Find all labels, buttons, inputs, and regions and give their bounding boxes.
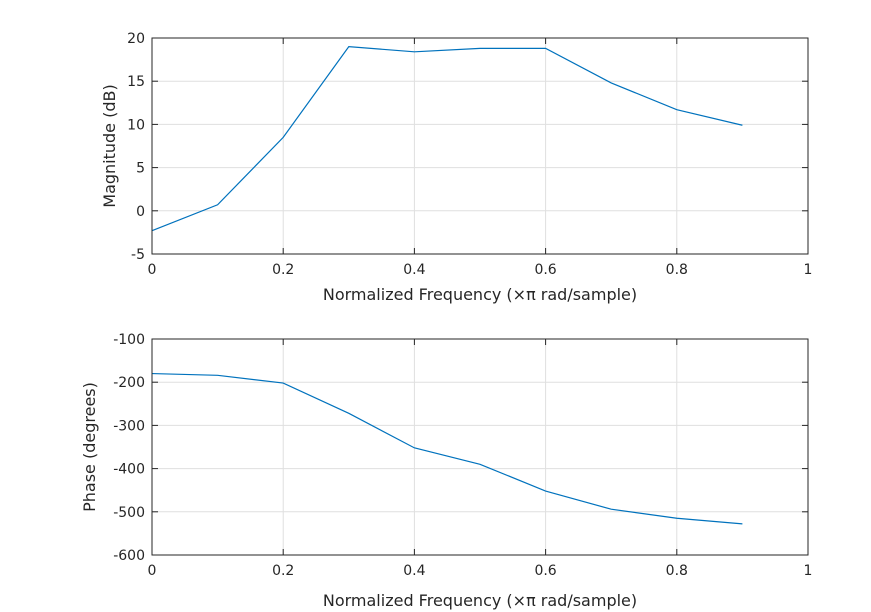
phase-x-tick-label: 0.8 bbox=[666, 563, 688, 579]
magnitude-x-tick-label: 0.8 bbox=[666, 262, 688, 278]
phase-x-tick-label: 1 bbox=[804, 563, 813, 579]
phase-y-tick-label: -500 bbox=[113, 505, 145, 521]
magnitude-x-tick-label: 0.6 bbox=[534, 262, 556, 278]
magnitude-y-tick-label: 20 bbox=[127, 31, 145, 47]
phase-x-tick-label: 0 bbox=[148, 563, 157, 579]
phase-y-tick-label: -400 bbox=[113, 462, 145, 478]
magnitude-axes-box bbox=[151, 37, 809, 255]
phase-plot-area bbox=[152, 339, 808, 555]
phase-y-tick-label: -100 bbox=[113, 332, 145, 348]
magnitude-y-tick-label: 5 bbox=[136, 161, 145, 177]
phase-series-line bbox=[151, 372, 743, 525]
magnitude-series-line bbox=[151, 46, 743, 232]
magnitude-y-tick-label: 0 bbox=[136, 204, 145, 220]
magnitude-y-tick-label: -5 bbox=[131, 247, 145, 263]
magnitude-y-axis-label: Magnitude (dB) bbox=[100, 84, 119, 207]
magnitude-x-tick-label: 0.4 bbox=[403, 262, 425, 278]
magnitude-plot-area bbox=[152, 38, 808, 254]
phase-y-tick-label: -200 bbox=[113, 375, 145, 391]
magnitude-y-tick-label: 15 bbox=[127, 74, 145, 90]
magnitude-x-tick-label: 0.2 bbox=[272, 262, 294, 278]
phase-y-tick-label: -300 bbox=[113, 418, 145, 434]
phase-x-tick-label: 0.6 bbox=[534, 563, 556, 579]
phase-x-tick-label: 0.4 bbox=[403, 563, 425, 579]
phase-plot: 0 0.2 0.4 0.6 0.8 1 -600 -500 -400 -300 -200 -100 No… bbox=[80, 332, 812, 610]
phase-x-tick-label: 0.2 bbox=[272, 563, 294, 579]
phase-x-axis-label: Normalized Frequency (×π rad/sample) bbox=[323, 591, 637, 610]
phase-y-axis-label: Phase (degrees) bbox=[80, 382, 99, 512]
phase-y-tick-label: -600 bbox=[113, 548, 145, 564]
magnitude-x-axis-label: Normalized Frequency (×π rad/sample) bbox=[323, 285, 637, 304]
magnitude-x-tick-label: 1 bbox=[804, 262, 813, 278]
magnitude-y-tick-label: 10 bbox=[127, 117, 145, 133]
magnitude-x-tick-label: 0 bbox=[148, 262, 157, 278]
phase-axes-box bbox=[151, 338, 809, 556]
